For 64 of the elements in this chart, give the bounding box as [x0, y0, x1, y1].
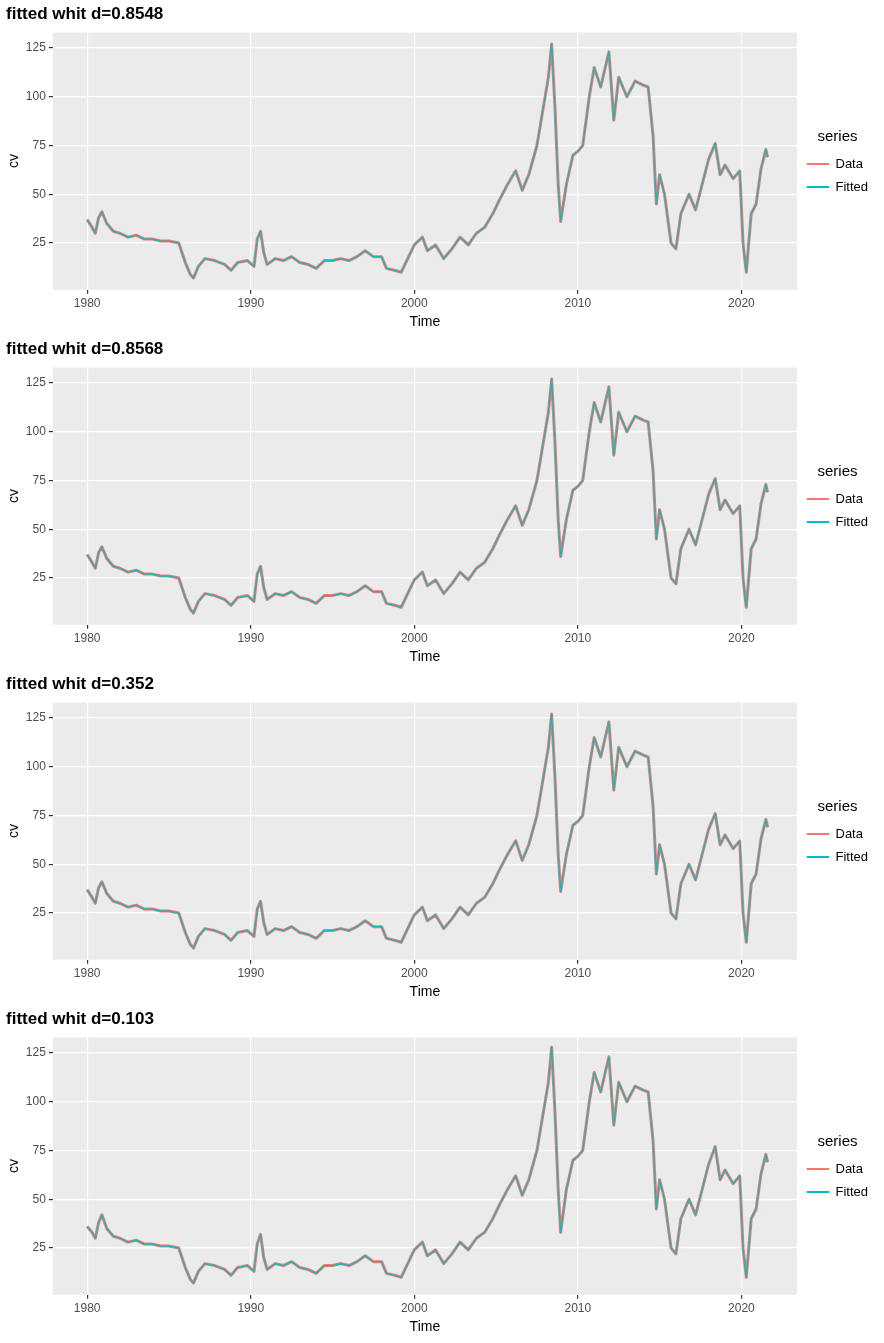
y-tick-label: 75	[32, 1142, 47, 1157]
x-tick-label: 1980	[73, 631, 101, 646]
y-tick-label: 50	[32, 521, 47, 536]
x-tick-label: 2020	[728, 296, 756, 311]
legend-label: Data	[835, 825, 864, 841]
x-axis-title: Time	[409, 648, 441, 665]
x-tick-label: 2020	[728, 1301, 756, 1316]
x-axis-title: Time	[409, 1318, 441, 1335]
x-tick-label: 2010	[564, 296, 592, 311]
x-tick-label: 2010	[564, 1301, 592, 1316]
y-tick-label: 125	[25, 1045, 47, 1060]
x-tick-label: 2020	[728, 966, 756, 981]
x-tick-label: 2000	[400, 296, 428, 311]
y-tick-label: 25	[32, 905, 47, 920]
legend-label: Fitted	[835, 178, 868, 194]
x-tick-label: 1980	[73, 296, 101, 311]
x-tick-label: 1990	[237, 631, 265, 646]
y-tick-label: 125	[25, 710, 47, 725]
x-tick-label: 1990	[237, 1301, 265, 1316]
y-tick-label: 50	[32, 186, 47, 201]
chart-title: fitted whit d=0.8548	[6, 3, 164, 23]
legend-label: Fitted	[835, 513, 868, 529]
y-tick-label: 25	[32, 570, 47, 585]
chart-title: fitted whit d=0.103	[6, 1008, 154, 1028]
y-tick-label: 75	[32, 137, 47, 152]
x-axis-title: Time	[409, 983, 441, 1000]
x-tick-label: 2000	[400, 631, 428, 646]
legend-title: series	[817, 127, 858, 145]
legend-title: series	[817, 797, 858, 815]
y-tick-label: 75	[32, 807, 47, 822]
y-tick-label: 50	[32, 1191, 47, 1206]
y-tick-label: 25	[32, 1240, 47, 1255]
legend-label: Fitted	[835, 848, 868, 864]
x-tick-label: 2010	[564, 631, 592, 646]
x-tick-label: 2020	[728, 631, 756, 646]
legend-title: series	[817, 1132, 858, 1150]
x-tick-label: 2000	[400, 966, 428, 981]
x-tick-label: 1980	[73, 1301, 101, 1316]
x-axis-title: Time	[409, 313, 441, 330]
y-axis-title: cv	[5, 154, 22, 169]
y-tick-label: 75	[32, 472, 47, 487]
chart-title: fitted whit d=0.8568	[6, 338, 164, 358]
x-tick-label: 2000	[400, 1301, 428, 1316]
legend-label: Fitted	[835, 1183, 868, 1199]
legend-label: Data	[835, 490, 864, 506]
legend-label: Data	[835, 1160, 864, 1176]
legend-label: Data	[835, 155, 864, 171]
y-tick-label: 100	[25, 759, 47, 774]
x-tick-label: 1990	[237, 966, 265, 981]
y-tick-label: 100	[25, 89, 47, 104]
y-tick-label: 100	[25, 424, 47, 439]
y-axis-title: cv	[5, 824, 22, 839]
y-tick-label: 25	[32, 235, 47, 250]
x-tick-label: 2010	[564, 966, 592, 981]
y-axis-title: cv	[5, 1159, 22, 1174]
y-axis-title: cv	[5, 489, 22, 504]
x-tick-label: 1990	[237, 296, 265, 311]
y-tick-label: 125	[25, 40, 47, 55]
legend-title: series	[817, 462, 858, 480]
y-tick-label: 50	[32, 856, 47, 871]
x-tick-label: 1980	[73, 966, 101, 981]
y-tick-label: 125	[25, 375, 47, 390]
chart-title: fitted whit d=0.352	[6, 673, 154, 693]
y-tick-label: 100	[25, 1094, 47, 1109]
